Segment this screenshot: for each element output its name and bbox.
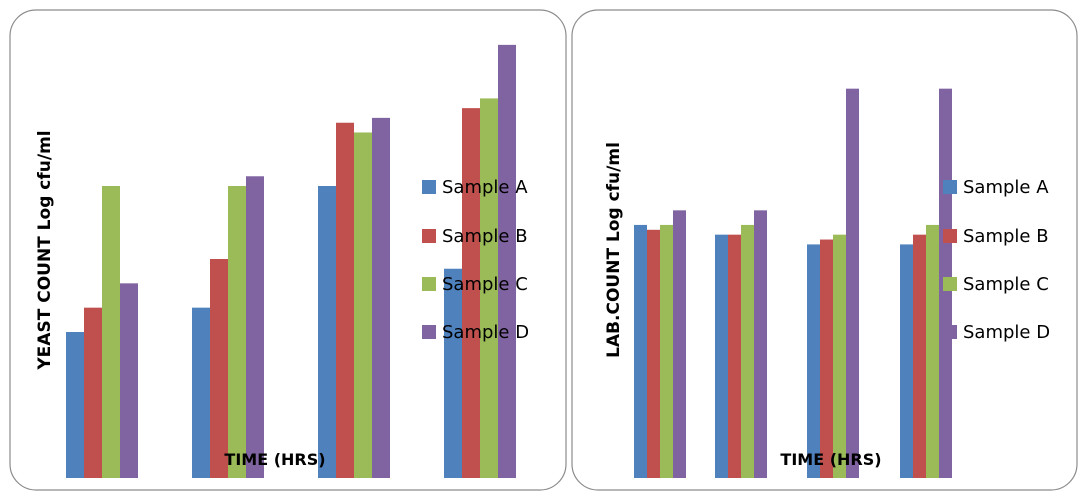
yeast-bar-sample-c-group-2 xyxy=(228,186,246,478)
legend-label: Sample B xyxy=(963,226,1049,247)
lab-bar-sample-d-group-3 xyxy=(846,88,859,479)
x-axis-label: TIME (HRS) xyxy=(224,450,325,469)
legend-label: Sample C xyxy=(963,274,1049,295)
yeast-bar-sample-d-group-3 xyxy=(372,117,390,478)
y-axis-label: LAB.COUNT Log cfu/ml xyxy=(604,142,624,358)
lab-bar-sample-c-group-4 xyxy=(926,224,939,478)
lab-bar-sample-a-group-4 xyxy=(900,244,913,478)
legend-item-sample-b: Sample B xyxy=(422,226,528,247)
lab-bar-sample-d-group-1 xyxy=(673,210,686,479)
legend-label: Sample B xyxy=(442,226,528,247)
yeast-bar-sample-d-group-2 xyxy=(246,176,264,478)
lab-count-chart-panel: LAB.COUNT Log cfu/ml TIME (HRS) Sample A Sa… xyxy=(569,0,1080,499)
lab-count-chart: LAB.COUNT Log cfu/ml TIME (HRS) Sample A Sa… xyxy=(571,9,1078,491)
legend-swatch xyxy=(422,277,436,291)
yeast-bar-sample-a-group-1 xyxy=(66,332,84,478)
yeast-bar-sample-d-group-4 xyxy=(498,44,516,478)
legend-swatch xyxy=(943,325,957,339)
yeast-bar-sample-c-group-4 xyxy=(480,98,498,479)
legend-swatch xyxy=(943,229,957,243)
chart-frame xyxy=(9,9,567,491)
y-axis-label: YEAST COUNT Log cfu/ml xyxy=(35,130,55,370)
legend-item-sample-a: Sample A xyxy=(422,177,528,198)
lab-bar-sample-a-group-3 xyxy=(807,244,820,478)
legend-item-sample-d: Sample D xyxy=(943,322,1050,343)
lab-bar-sample-a-group-1 xyxy=(634,224,647,478)
legend-item-sample-c: Sample C xyxy=(422,274,528,295)
yeast-bar-sample-a-group-4 xyxy=(444,268,462,478)
legend-label: Sample D xyxy=(442,322,529,343)
yeast-count-chart-panel: YEAST COUNT Log cfu/ml TIME (HRS) Sample A… xyxy=(9,9,567,491)
legend-item-sample-c: Sample C xyxy=(943,274,1049,295)
legend-swatch xyxy=(943,277,957,291)
yeast-bar-sample-d-group-1 xyxy=(120,283,138,478)
legend-swatch xyxy=(422,229,436,243)
yeast-bar-sample-b-group-1 xyxy=(84,307,102,478)
lab-bar-sample-b-group-2 xyxy=(728,234,741,478)
legend-swatch xyxy=(422,180,436,194)
lab-bar-sample-c-group-3 xyxy=(833,234,846,478)
yeast-bar-sample-a-group-2 xyxy=(192,307,210,478)
legend-item-sample-d: Sample D xyxy=(422,322,529,343)
yeast-bar-sample-a-group-3 xyxy=(318,186,336,478)
lab-bar-sample-b-group-3 xyxy=(820,239,833,478)
yeast-bar-sample-c-group-1 xyxy=(102,186,120,478)
legend-item-sample-a: Sample A xyxy=(943,177,1049,198)
yeast-bar-sample-b-group-3 xyxy=(336,122,354,478)
yeast-bar-sample-c-group-3 xyxy=(354,132,372,478)
lab-bar-sample-b-group-4 xyxy=(913,234,926,478)
legend-label: Sample A xyxy=(442,177,528,198)
legend-label: Sample D xyxy=(963,322,1050,343)
yeast-count-chart: YEAST COUNT Log cfu/ml TIME (HRS) Sample A… xyxy=(9,9,567,491)
yeast-bar-sample-b-group-4 xyxy=(462,108,480,478)
legend-label: Sample A xyxy=(963,177,1049,198)
lab-bar-sample-b-group-1 xyxy=(647,229,660,478)
legend-swatch xyxy=(422,325,436,339)
lab-bar-sample-d-group-2 xyxy=(754,210,767,479)
x-axis-label: TIME (HRS) xyxy=(780,450,881,469)
lab-bar-sample-c-group-2 xyxy=(741,224,754,478)
legend-item-sample-b: Sample B xyxy=(943,226,1049,247)
yeast-bar-sample-b-group-2 xyxy=(210,259,228,478)
lab-bar-sample-c-group-1 xyxy=(660,224,673,478)
legend-label: Sample C xyxy=(442,274,528,295)
legend-swatch xyxy=(943,180,957,194)
lab-bar-sample-a-group-2 xyxy=(715,234,728,478)
